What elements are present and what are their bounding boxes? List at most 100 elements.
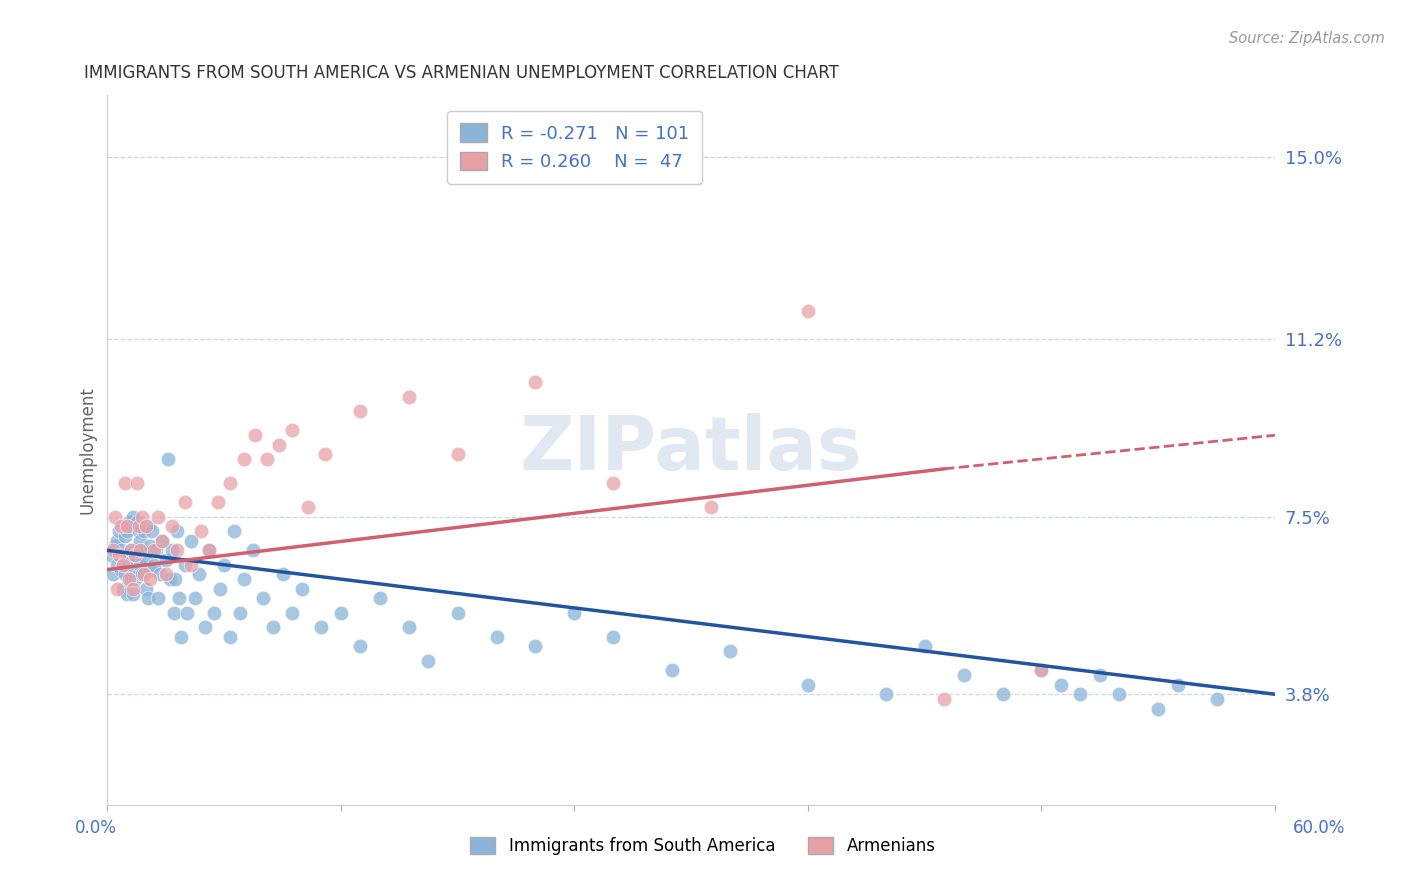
Point bbox=[141, 524, 163, 538]
Point bbox=[1088, 668, 1111, 682]
Point bbox=[398, 390, 420, 404]
Point bbox=[131, 567, 153, 582]
Point bbox=[128, 524, 150, 538]
Point bbox=[135, 519, 157, 533]
Point bbox=[103, 543, 125, 558]
Point bbox=[602, 630, 624, 644]
Point bbox=[139, 572, 162, 586]
Point bbox=[121, 558, 143, 572]
Point bbox=[242, 543, 264, 558]
Point bbox=[1031, 663, 1053, 677]
Point bbox=[104, 509, 127, 524]
Point bbox=[105, 582, 128, 596]
Point bbox=[661, 663, 683, 677]
Point bbox=[129, 533, 152, 548]
Point bbox=[180, 558, 202, 572]
Point bbox=[131, 543, 153, 558]
Point bbox=[219, 476, 242, 491]
Point bbox=[160, 519, 183, 533]
Point bbox=[110, 562, 132, 576]
Point bbox=[156, 452, 179, 467]
Point bbox=[524, 640, 547, 654]
Point bbox=[1167, 678, 1189, 692]
Point bbox=[159, 572, 181, 586]
Point bbox=[699, 500, 721, 515]
Point bbox=[118, 572, 141, 586]
Legend: Immigrants from South America, Armenians: Immigrants from South America, Armenians bbox=[464, 830, 942, 862]
Point bbox=[111, 558, 134, 572]
Point bbox=[952, 668, 974, 682]
Point bbox=[209, 582, 232, 596]
Point bbox=[1031, 663, 1053, 677]
Point bbox=[232, 452, 254, 467]
Point bbox=[718, 644, 741, 658]
Point bbox=[1147, 701, 1170, 715]
Point bbox=[120, 543, 142, 558]
Point bbox=[184, 591, 207, 606]
Y-axis label: Unemployment: Unemployment bbox=[79, 385, 96, 514]
Point bbox=[1050, 678, 1073, 692]
Point bbox=[1205, 692, 1227, 706]
Point bbox=[602, 476, 624, 491]
Point bbox=[111, 582, 134, 596]
Text: IMMIGRANTS FROM SOUTH AMERICA VS ARMENIAN UNEMPLOYMENT CORRELATION CHART: IMMIGRANTS FROM SOUTH AMERICA VS ARMENIA… bbox=[84, 64, 839, 82]
Point bbox=[524, 376, 547, 390]
Point bbox=[129, 558, 152, 572]
Point bbox=[121, 586, 143, 600]
Text: Source: ZipAtlas.com: Source: ZipAtlas.com bbox=[1229, 31, 1385, 46]
Point bbox=[197, 543, 219, 558]
Legend: R = -0.271   N = 101, R = 0.260    N =  47: R = -0.271 N = 101, R = 0.260 N = 47 bbox=[447, 111, 702, 184]
Point bbox=[103, 567, 125, 582]
Point bbox=[314, 447, 336, 461]
Point bbox=[105, 558, 128, 572]
Point bbox=[114, 476, 136, 491]
Point bbox=[121, 582, 143, 596]
Point bbox=[129, 543, 152, 558]
Point bbox=[174, 558, 197, 572]
Point bbox=[564, 606, 586, 620]
Point bbox=[291, 582, 314, 596]
Point bbox=[155, 567, 177, 582]
Point bbox=[124, 548, 146, 562]
Point bbox=[197, 543, 219, 558]
Point bbox=[149, 567, 172, 582]
Point bbox=[329, 606, 352, 620]
Point bbox=[934, 692, 956, 706]
Point bbox=[797, 678, 820, 692]
Point bbox=[125, 515, 148, 529]
Point bbox=[222, 524, 245, 538]
Point bbox=[145, 543, 167, 558]
Point bbox=[114, 529, 136, 543]
Point bbox=[118, 548, 141, 562]
Point bbox=[232, 572, 254, 586]
Point bbox=[155, 553, 177, 567]
Point bbox=[267, 438, 290, 452]
Point bbox=[136, 519, 159, 533]
Point bbox=[180, 533, 202, 548]
Text: ZIPatlas: ZIPatlas bbox=[520, 413, 862, 486]
Point bbox=[160, 543, 183, 558]
Point bbox=[1069, 687, 1091, 701]
Point bbox=[134, 567, 156, 582]
Point bbox=[120, 572, 142, 586]
Point bbox=[115, 553, 138, 567]
Point bbox=[121, 509, 143, 524]
Point bbox=[252, 591, 274, 606]
Point bbox=[349, 640, 371, 654]
Point bbox=[797, 303, 820, 318]
Point bbox=[311, 620, 333, 634]
Point bbox=[118, 515, 141, 529]
Point bbox=[135, 553, 157, 567]
Point bbox=[110, 543, 132, 558]
Point bbox=[114, 567, 136, 582]
Point bbox=[170, 630, 193, 644]
Point bbox=[169, 591, 191, 606]
Point bbox=[105, 533, 128, 548]
Point bbox=[110, 519, 132, 533]
Point bbox=[446, 606, 468, 620]
Point bbox=[146, 509, 169, 524]
Point bbox=[914, 640, 936, 654]
Point bbox=[124, 572, 146, 586]
Point bbox=[143, 543, 166, 558]
Point bbox=[136, 591, 159, 606]
